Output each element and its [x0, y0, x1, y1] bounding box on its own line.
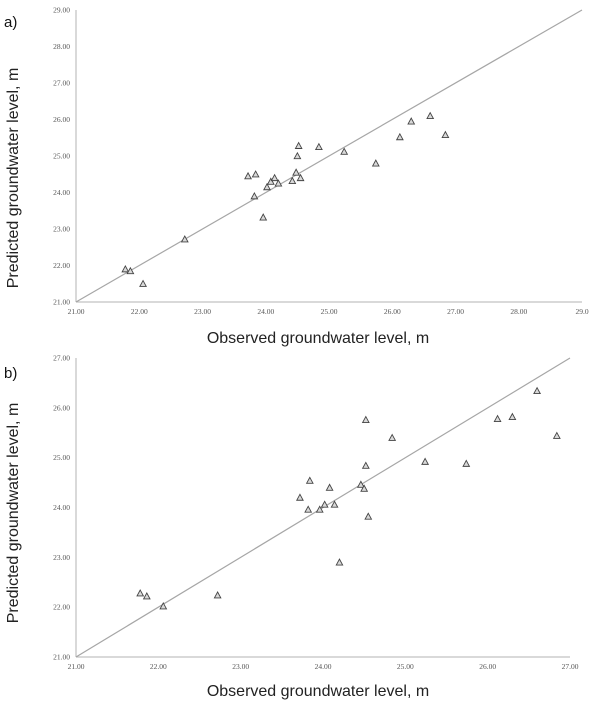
panel-label-b: b): [4, 365, 17, 382]
data-point-triangle: [121, 265, 130, 273]
data-point-triangle: [244, 171, 252, 180]
y-axis-label-b: Predicted groundwater level, m: [5, 403, 22, 624]
data-point-triangle: [274, 179, 283, 187]
data-point-triangle: [180, 235, 189, 243]
data-point-triangle: [552, 431, 561, 439]
data-point-triangle: [335, 558, 344, 566]
data-point-triangle: [371, 159, 380, 167]
y-tick-label: 21.00: [53, 653, 70, 662]
data-point-triangle: [142, 592, 151, 600]
one-to-one-line: [75, 9, 583, 303]
data-point-triangle: [508, 412, 517, 420]
data-point-triangle: [292, 168, 301, 176]
x-tick-label: 21.00: [68, 662, 85, 671]
data-point-triangle: [421, 457, 430, 465]
x-tick-label: 24.00: [315, 662, 332, 671]
x-tick-label: 22.00: [131, 307, 148, 316]
x-tick-label: 26.00: [384, 307, 401, 316]
data-point-triangle: [426, 111, 435, 120]
x-tick-label: 23.00: [194, 307, 211, 316]
scatter-panel-a: a) Predicted groundwater level, m Observ…: [4, 6, 589, 348]
data-point-triangle: [388, 433, 397, 441]
x-tick-label: 26.00: [479, 662, 496, 671]
y-tick-label: 23.00: [53, 225, 70, 234]
data-point-triangle: [304, 505, 313, 513]
panel-label-a: a): [4, 14, 17, 31]
y-tick-label: 27.00: [53, 79, 70, 88]
data-point-triangle: [364, 512, 373, 520]
x-tick-label: 28.00: [510, 307, 527, 316]
data-point-triangle: [126, 266, 135, 275]
x-tick-label: 23.00: [232, 662, 249, 671]
data-point-triangle: [139, 279, 147, 287]
y-tick-label: 26.00: [53, 403, 70, 412]
y-tick-label: 28.00: [53, 42, 70, 51]
y-tick-label: 29.00: [53, 6, 70, 15]
data-point-triangle: [462, 459, 471, 467]
data-point-triangle: [136, 589, 145, 597]
y-tick-label: 21.00: [53, 298, 70, 307]
data-point-triangle: [361, 461, 370, 469]
data-point-triangle: [270, 173, 279, 182]
data-point-triangle: [159, 602, 168, 610]
x-tick-label: 27.00: [447, 307, 464, 316]
x-tick-label: 21.00: [68, 307, 85, 316]
data-point-triangle: [493, 414, 502, 422]
x-tick-label: 25.00: [397, 662, 414, 671]
x-axis-label-a: Observed groundwater level, m: [207, 330, 429, 347]
x-tick-label: 24.00: [257, 307, 274, 316]
y-tick-label: 25.00: [53, 152, 70, 161]
y-tick-label: 26.00: [53, 115, 70, 124]
data-point-triangle: [315, 505, 324, 513]
scatter-panel-b: b) Predicted groundwater level, m Observ…: [4, 354, 579, 701]
data-point-triangle: [356, 480, 365, 488]
data-point-triangle: [325, 483, 334, 491]
data-point-triangle: [295, 493, 304, 501]
data-point-triangle: [259, 213, 268, 221]
data-point-triangle: [250, 192, 259, 200]
y-tick-label: 22.00: [53, 603, 70, 612]
data-point-triangle: [360, 484, 369, 492]
data-point-triangle: [330, 500, 339, 508]
data-point-triangle: [251, 170, 260, 178]
x-tick-label: 27.00: [562, 662, 579, 671]
data-point-triangle: [213, 591, 222, 599]
x-tick-label: 29.0: [575, 307, 588, 316]
data-point-triangle: [441, 130, 450, 139]
y-tick-label: 25.00: [53, 453, 70, 462]
x-tick-label: 22.00: [150, 662, 167, 671]
data-point-triangle: [288, 176, 297, 184]
data-point-triangle: [361, 415, 370, 423]
data-point-triangle: [314, 142, 323, 151]
data-point-triangle: [293, 151, 302, 160]
data-point-triangle: [266, 177, 275, 185]
y-axis-label-a: Predicted groundwater level, m: [5, 68, 22, 289]
data-point-triangle: [533, 386, 542, 395]
data-point-triangle: [320, 500, 329, 508]
data-point-triangle: [263, 182, 271, 191]
y-tick-label: 23.00: [53, 553, 70, 562]
x-axis-label-b: Observed groundwater level, m: [207, 683, 429, 700]
y-tick-label: 27.00: [53, 354, 70, 363]
data-point-triangle: [296, 173, 305, 182]
y-tick-label: 24.00: [53, 503, 70, 512]
data-point-triangle: [294, 141, 303, 149]
data-point-triangle: [340, 147, 349, 155]
y-tick-label: 22.00: [53, 261, 70, 270]
data-point-triangle: [395, 132, 404, 141]
data-point-triangle: [407, 117, 416, 125]
x-tick-label: 25.00: [321, 307, 338, 316]
y-tick-label: 24.00: [53, 188, 70, 197]
data-point-triangle: [305, 476, 314, 484]
